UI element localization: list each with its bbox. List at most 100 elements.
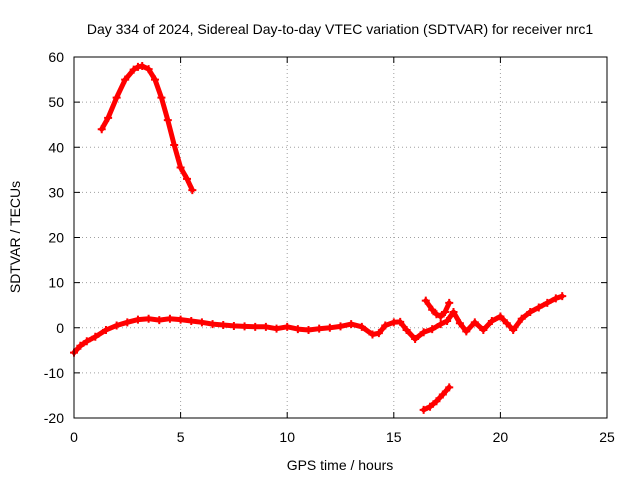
data-point: [432, 310, 441, 319]
data-point: [487, 316, 496, 325]
grid-lines: [74, 57, 607, 418]
x-axis-label: GPS time / hours: [287, 457, 394, 473]
data-point: [138, 62, 147, 71]
data-point: [165, 314, 174, 323]
data-point: [197, 318, 206, 327]
data-point: [176, 315, 185, 324]
data-point: [151, 75, 160, 84]
data-point: [449, 307, 458, 316]
y-tick-label: 20: [48, 230, 64, 246]
data-point: [229, 321, 238, 330]
data-point: [517, 314, 526, 323]
data-point: [496, 312, 505, 321]
data-point: [293, 325, 302, 334]
data-point: [368, 330, 377, 339]
data-point: [455, 319, 464, 328]
y-tick-label: 40: [48, 139, 64, 155]
data-point: [347, 320, 356, 329]
data-point: [261, 322, 270, 331]
x-tick-label: 5: [177, 429, 185, 445]
data-point: [502, 319, 511, 328]
data-point: [163, 116, 172, 125]
data-point: [440, 307, 449, 316]
data-point: [182, 174, 191, 183]
data-point: [251, 322, 260, 331]
y-tick-label: -10: [44, 365, 64, 381]
data-point: [170, 140, 179, 149]
series-segment-1: [71, 293, 565, 356]
y-tick-label: 30: [48, 184, 64, 200]
data-point: [304, 326, 313, 335]
data-point: [187, 316, 196, 325]
data-point: [470, 318, 479, 327]
x-tick-label: 25: [599, 429, 615, 445]
y-tick-label: 60: [48, 49, 64, 65]
data-point: [526, 307, 535, 316]
data-point: [82, 337, 91, 346]
data-point: [428, 305, 437, 314]
axes: 0 5 10 15 20 25 -20 -10 0 10 20 30 40 50 60: [44, 49, 615, 445]
data-point: [104, 113, 113, 122]
data-point: [144, 314, 153, 323]
data-point: [558, 292, 567, 301]
data-point: [411, 335, 420, 344]
data-point: [402, 326, 411, 335]
data-point: [432, 397, 441, 406]
x-tick-label: 20: [493, 429, 509, 445]
data-point: [112, 321, 121, 330]
y-axis-label: SDTVAR / TECUs: [7, 181, 23, 293]
x-tick-label: 15: [386, 429, 402, 445]
y-tick-label: 10: [48, 275, 64, 291]
data-point: [357, 322, 366, 331]
data-point: [325, 323, 334, 332]
y-tick-label: 0: [56, 320, 64, 336]
y-tick-label: 50: [48, 94, 64, 110]
data-point: [336, 322, 345, 331]
data-point: [283, 322, 292, 331]
data-point: [208, 320, 217, 329]
chart-title: Day 334 of 2024, Sidereal Day-to-day VTE…: [87, 21, 593, 37]
data-point: [240, 322, 249, 331]
data-point: [121, 75, 130, 84]
data-point: [421, 296, 430, 305]
data-point: [133, 315, 142, 324]
data-point: [101, 326, 110, 335]
data-point: [509, 326, 518, 335]
data-point: [438, 390, 447, 399]
data-point: [462, 327, 471, 336]
data-point: [419, 405, 428, 414]
data-point: [479, 326, 488, 335]
data-point: [219, 321, 228, 330]
data-point: [381, 321, 390, 330]
data-point: [534, 303, 543, 312]
data-series: [70, 62, 567, 414]
data-point: [419, 328, 428, 337]
data-point: [551, 294, 560, 303]
y-tick-label: -20: [44, 410, 64, 426]
data-point: [443, 316, 452, 325]
data-point: [445, 383, 454, 392]
data-point: [123, 318, 132, 327]
data-point: [176, 163, 185, 172]
data-point: [396, 317, 405, 326]
data-point: [112, 93, 121, 102]
data-point: [76, 341, 85, 350]
data-point: [157, 93, 166, 102]
plot-frame: [73, 56, 608, 419]
data-point: [436, 320, 445, 329]
data-point: [272, 324, 281, 333]
data-point: [445, 298, 454, 307]
data-point: [91, 332, 100, 341]
data-point: [129, 65, 138, 74]
data-point: [426, 402, 435, 411]
data-point: [543, 298, 552, 307]
data-point: [374, 329, 383, 338]
data-point: [188, 186, 197, 195]
data-point: [155, 316, 164, 325]
data-point: [436, 312, 445, 321]
data-point: [428, 325, 437, 334]
x-tick-label: 0: [70, 429, 78, 445]
series-segment-0: [99, 63, 195, 193]
data-point: [315, 324, 324, 333]
